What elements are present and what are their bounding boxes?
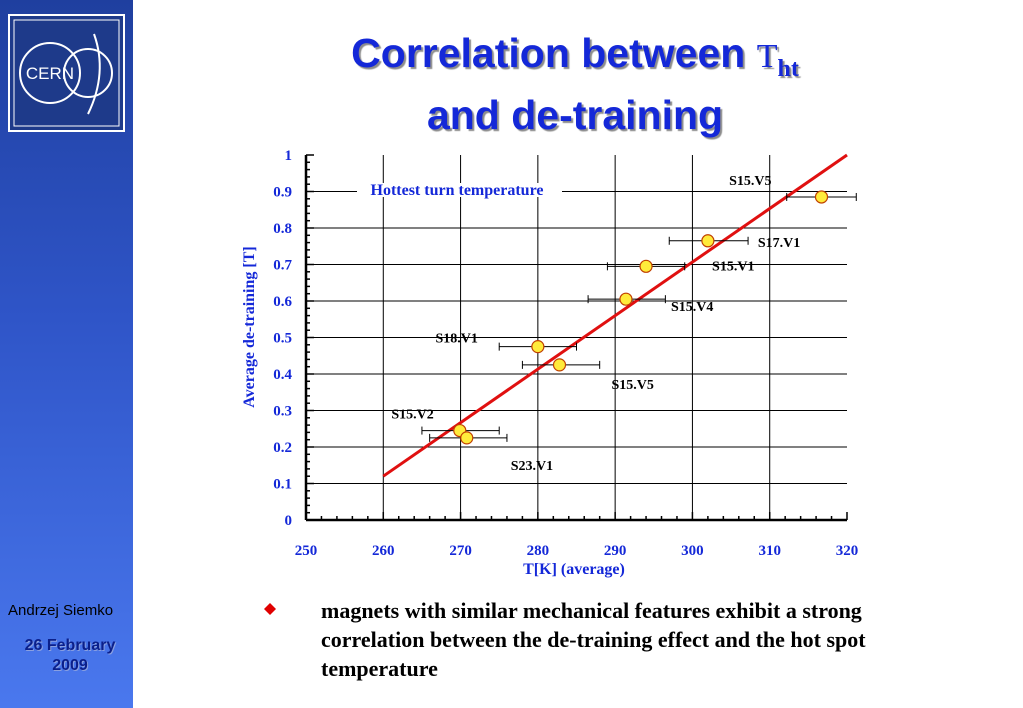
point-label: S15.V5 <box>729 174 771 189</box>
x-tick-label: 320 <box>836 543 859 559</box>
point-label: S17.V1 <box>758 236 800 251</box>
y-axis-label: Average de-training [T] <box>241 246 258 407</box>
chart-annotation: Hottest turn temperature <box>371 182 544 199</box>
point-label: S15.V4 <box>671 300 713 315</box>
data-point <box>701 234 715 248</box>
data-point <box>619 292 633 306</box>
cern-logo: CERN <box>8 14 125 132</box>
axis-ticks: 0 0.1 0.2 0.3 0.4 0.5 0.6 0.7 0.8 0.9 1 250 260 270 28… <box>273 148 858 559</box>
y-tick-label: 0.1 <box>273 477 292 493</box>
y-tick-label: 0.6 <box>273 294 292 310</box>
data-point <box>814 190 829 204</box>
fit-line <box>382 153 848 478</box>
data-point <box>531 340 545 354</box>
y-tick-label: 1 <box>285 148 293 164</box>
presentation-date: 26 February 2009 <box>24 637 116 674</box>
y-tick-label: 0.2 <box>273 440 292 456</box>
point-label: S18.V1 <box>435 332 477 347</box>
y-tick-label: 0.4 <box>273 367 292 383</box>
y-tick-label: 0 <box>285 513 293 529</box>
x-tick-label: 260 <box>372 543 395 559</box>
title-line-2: and de-training <box>426 92 724 139</box>
scatter-chart: 0 0.1 0.2 0.3 0.4 0.5 0.6 0.7 0.8 0.9 1 250 260 270 28… <box>241 148 858 578</box>
title-subscript: ht <box>777 56 799 83</box>
logo-text: CERN <box>26 64 74 83</box>
annotation-background <box>357 183 562 197</box>
y-tick-label: 0.8 <box>273 221 292 237</box>
y-tick-label: 0.3 <box>273 404 292 420</box>
x-tick-label: 290 <box>604 543 627 559</box>
title-symbol: T <box>756 38 778 75</box>
x-tick-label: 310 <box>758 543 781 559</box>
x-tick-label: 270 <box>449 543 472 559</box>
y-tick-label: 0.7 <box>273 258 292 274</box>
data-point <box>552 358 567 372</box>
point-label: S15.V5 <box>611 378 653 393</box>
x-tick-label: 300 <box>681 543 704 559</box>
point-labels: S15.V5 S17.V1 S15.V1 S15.V4 S18.V1 S15.V5 S15.… <box>391 174 800 474</box>
point-label: S15.V2 <box>391 408 433 423</box>
sidebar: CERN Andrzej Siemko 26 February 2009 <box>0 0 133 708</box>
x-tick-label: 280 <box>527 543 550 559</box>
title-line-1: Correlation between Tht <box>160 30 990 92</box>
y-tick-label: 0.9 <box>273 185 292 201</box>
data-points <box>453 190 829 445</box>
y-tick-label: 0.5 <box>273 331 292 347</box>
x-axis-label: T[K] (average) <box>523 561 625 578</box>
data-point <box>460 431 474 445</box>
title-text: Correlation between <box>351 30 746 76</box>
bullet-text: magnets with similar mechanical features… <box>321 598 866 681</box>
fit-line-group <box>382 153 848 478</box>
diamond-bullet-icon <box>264 603 276 615</box>
data-point <box>639 259 653 273</box>
slide-title: Correlation between Tht and de-training <box>160 30 990 138</box>
x-tick-label: 250 <box>295 543 318 559</box>
grid <box>304 155 847 522</box>
point-label: S15.V1 <box>712 259 754 274</box>
point-label: S23.V1 <box>511 459 553 474</box>
author-name: Andrzej Siemko <box>8 602 114 619</box>
